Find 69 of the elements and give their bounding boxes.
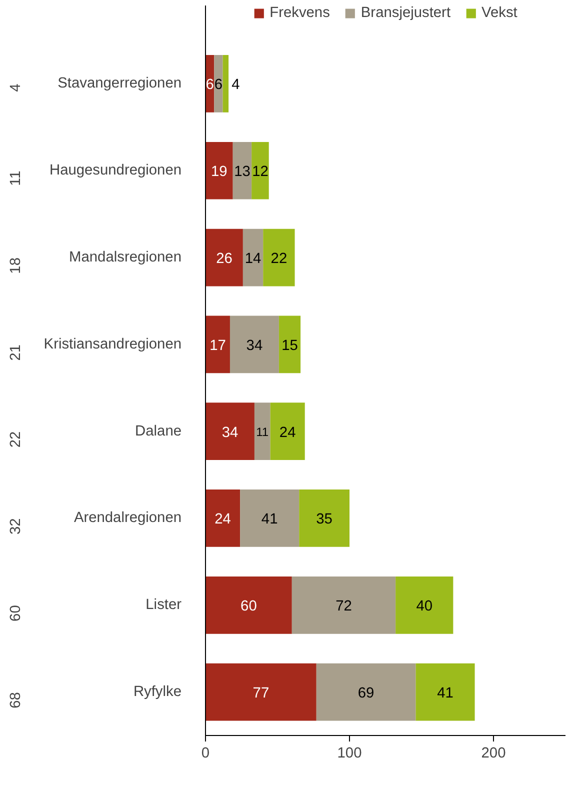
bar (206, 663, 316, 721)
legend-label: Vekst (482, 5, 518, 21)
bar (206, 228, 243, 286)
data-label: 41 (437, 686, 454, 702)
y-tick-label: Dalane (135, 423, 182, 440)
data-label: 77 (252, 686, 270, 702)
data-label: 6 (214, 77, 223, 94)
data-label: 13 (234, 164, 250, 180)
legend-label: Bransjejustert (360, 5, 451, 21)
text: 18 (8, 258, 24, 274)
data-label: 26 (216, 251, 232, 268)
data-label: 17 (210, 338, 226, 354)
bar (222, 55, 229, 112)
data-label: 69 (358, 686, 374, 702)
y-tick-label: Kristiansandregionen (44, 336, 182, 352)
bar (299, 490, 350, 547)
bar (206, 576, 292, 634)
y-tick-label: Lister (146, 597, 182, 614)
bar (254, 402, 270, 460)
bar (242, 228, 264, 286)
y-tick-label: Haugesundregionen (49, 162, 182, 179)
bar (230, 316, 279, 374)
x-tick-label: 100 (337, 746, 362, 762)
x-tick-label: 200 (481, 746, 506, 762)
bar (278, 316, 301, 374)
data-label: 14 (244, 251, 262, 268)
text: 21 (8, 344, 24, 361)
text: 22 (8, 431, 24, 448)
bar (292, 576, 396, 634)
y-tick-label: Ryfylke (133, 684, 182, 700)
bar (263, 228, 295, 286)
data-label: 6 (206, 77, 214, 94)
text: 11 (8, 170, 24, 186)
data-label: 11 (256, 424, 269, 439)
bar (206, 316, 230, 374)
legend-label: Frekvens (270, 5, 330, 21)
y-tick-label: Mandalsregionen (69, 250, 182, 266)
data-label: 41 (261, 512, 278, 528)
bar (416, 663, 475, 721)
bar (214, 55, 223, 112)
bar (316, 663, 416, 721)
text: 32 (8, 518, 24, 535)
bar (240, 490, 300, 547)
data-label: 40 (416, 598, 433, 615)
data-label: 72 (336, 598, 352, 615)
text: 4 (8, 84, 24, 92)
data-label: 19 (211, 164, 228, 180)
data-label: 12 (252, 164, 268, 180)
data-label: 15 (282, 338, 298, 354)
bar (206, 142, 233, 200)
y-tick-label: Stavangerregionen (58, 76, 182, 92)
data-label: 22 (270, 251, 288, 268)
bar (270, 402, 305, 460)
x-tick-label: 0 (201, 746, 210, 762)
text: 60 (8, 605, 24, 622)
data-label: 34 (222, 424, 238, 441)
bar (232, 142, 252, 200)
data-label: 24 (214, 512, 231, 528)
data-label: 60 (240, 598, 257, 615)
data-label: 35 (316, 512, 332, 528)
y-tick-label: Arendalregionen (74, 510, 182, 526)
bar (206, 402, 254, 460)
bar (206, 490, 240, 547)
data-label: 24 (279, 424, 296, 441)
text: 68 (8, 692, 24, 708)
bar (396, 576, 454, 634)
data-label: 4 (232, 77, 240, 94)
bar (252, 142, 269, 200)
data-label: 34 (246, 338, 263, 354)
